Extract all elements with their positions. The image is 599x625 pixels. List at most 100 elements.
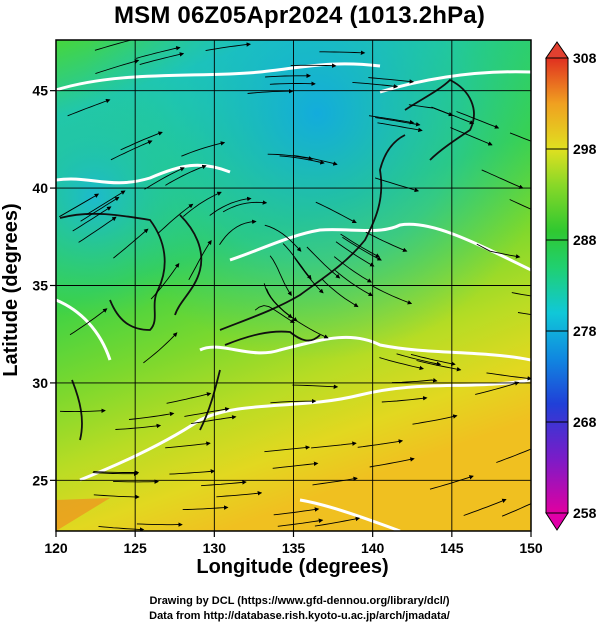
streamline: [481, 169, 524, 189]
streamline: [282, 243, 312, 280]
streamline: [292, 384, 339, 390]
colorbar-tick-label: 308: [573, 50, 597, 66]
streamline: [191, 415, 237, 425]
streamline: [269, 81, 316, 86]
streamline: [509, 199, 531, 210]
streamline: [135, 46, 181, 59]
streamline: [165, 441, 211, 449]
streamline: [396, 353, 442, 366]
wind-streamlines: [59, 40, 531, 531]
streamline: [342, 236, 382, 261]
streamline: [368, 115, 415, 125]
streamline: [501, 503, 531, 517]
streamline: [306, 246, 341, 279]
streamline: [93, 470, 140, 475]
streamline: [264, 224, 302, 252]
streamline: [311, 441, 357, 449]
streamline: [115, 423, 162, 430]
colorbar-tick-label: 278: [573, 323, 597, 339]
streamline: [369, 457, 415, 468]
streamline: [517, 312, 531, 316]
streamline: [391, 378, 438, 384]
streamline: [219, 219, 257, 246]
streamline: [110, 140, 153, 161]
y-tick-label: 40: [32, 180, 48, 196]
streamline: [182, 505, 229, 511]
streamline: [136, 522, 183, 527]
streamline: [169, 469, 216, 475]
colorbar-tick-label: 298: [573, 141, 597, 157]
streamline: [273, 507, 320, 516]
x-tick-label: 130: [203, 540, 227, 556]
streamline: [143, 332, 178, 364]
streamline: [335, 241, 375, 267]
streamline: [370, 284, 413, 305]
streamline: [78, 216, 117, 243]
streamline: [357, 439, 404, 448]
streamline: [312, 476, 358, 486]
streamline: [157, 203, 194, 234]
streamline: [511, 292, 531, 297]
colorbar: 308 298 288 278 268 258: [545, 41, 597, 531]
x-tick-label: 140: [361, 540, 385, 556]
streamline: [277, 518, 324, 527]
streamline: [222, 200, 268, 213]
streamline: [314, 516, 361, 527]
colorbar-min-arrow: [545, 512, 569, 531]
drawing-credit: Drawing by DCL (https://www.gfd-dennou.o…: [149, 595, 450, 607]
x-tick-label: 120: [44, 540, 68, 556]
map-title: MSM 06Z05Apr2024 (1013.2hPa): [113, 2, 486, 29]
data-credit: Data from http://database.rish.kyoto-u.a…: [149, 610, 450, 622]
streamline: [183, 191, 222, 217]
streamline: [294, 257, 324, 294]
streamline: [374, 177, 420, 193]
streamline: [72, 206, 112, 232]
streamline: [475, 381, 520, 395]
streamline: [67, 98, 111, 117]
streamline: [205, 42, 251, 52]
x-axis-ticks: 120 125 130 135 140 145 150: [44, 531, 543, 556]
streamline: [456, 111, 500, 129]
streamline: [69, 308, 108, 336]
streamline: [209, 196, 252, 216]
streamline: [150, 262, 180, 300]
streamline: [352, 81, 399, 89]
streamline: [315, 201, 357, 224]
streamline: [321, 278, 359, 308]
y-tick-label: 25: [32, 472, 48, 488]
lat-lon-grid: [56, 40, 531, 531]
x-tick-label: 145: [440, 540, 464, 556]
y-axis-ticks: 25 30 35 40 45: [32, 83, 56, 488]
streamline: [165, 164, 207, 186]
streamline: [113, 479, 159, 484]
streamline: [254, 305, 295, 324]
streamline: [264, 445, 311, 453]
streamline: [319, 50, 366, 56]
x-tick-label: 135: [282, 540, 306, 556]
streamline: [334, 269, 373, 297]
streamline: [431, 106, 475, 125]
streamline: [340, 233, 381, 258]
streamline: [139, 52, 185, 66]
y-tick-label: 45: [32, 83, 48, 99]
streamline: [272, 461, 319, 469]
streamline: [128, 411, 175, 420]
streamline: [95, 59, 140, 75]
streamline: [216, 491, 263, 498]
streamline: [59, 193, 100, 218]
streamline: [59, 408, 106, 413]
streamline: [381, 395, 428, 403]
streamline: [120, 131, 163, 151]
streamline: [476, 243, 521, 259]
colorbar-tick-label: 288: [573, 232, 597, 248]
streamline: [333, 256, 372, 283]
y-tick-label: 30: [32, 375, 48, 391]
streamline: [267, 153, 314, 161]
streamline: [410, 353, 456, 366]
streamline: [181, 141, 226, 157]
streamline: [263, 283, 293, 319]
x-axis-label: Longitude (degrees): [196, 556, 389, 578]
streamline: [368, 77, 414, 84]
streamline: [113, 228, 149, 259]
